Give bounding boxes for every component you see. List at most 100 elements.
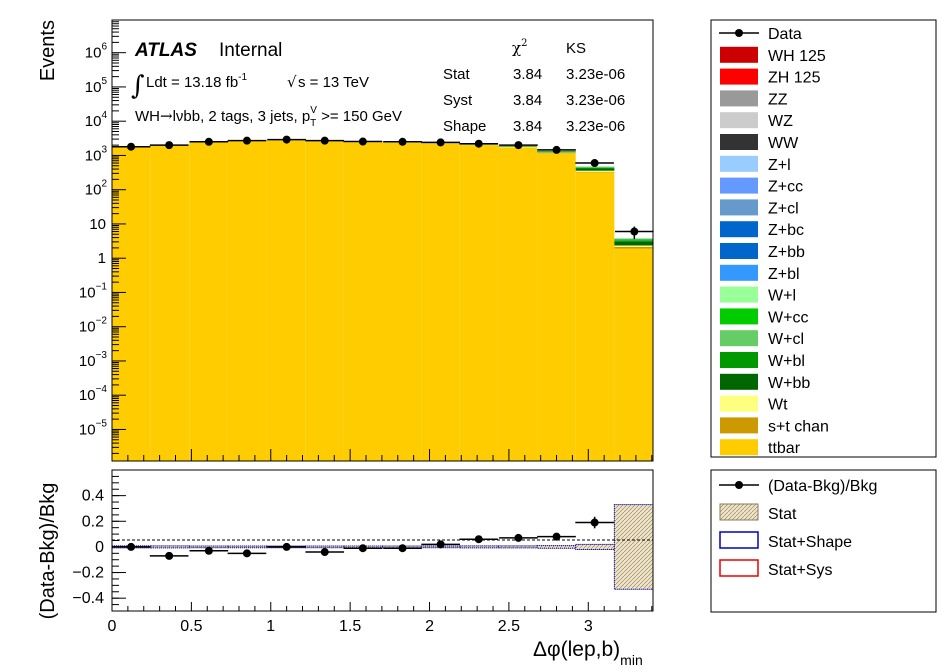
region-label: WH→lνbb, 2 tags, 3 jets, pTV >= 150 GeV [135, 105, 402, 129]
ratio-y-ticks: 0.4 0.2 0 −0.2 −0.4 [72, 475, 126, 607]
stats-table: χ2 KS Stat 3.84 3.23e-06 Syst 3.84 3.23e… [443, 38, 625, 135]
data-point-11 [552, 145, 561, 154]
stack-bar-ttbar-bin-9 [459, 145, 499, 461]
stack-bar-w-bb-bin-13 [614, 241, 653, 246]
ratio-point-8 [436, 540, 445, 549]
main-ytick-label-7: 10−1 [79, 281, 108, 301]
stack-bar-ttbar-bin-2 [189, 142, 228, 461]
legend-label-z-cc: Z+cc [768, 179, 803, 196]
legend-swatch-z-cl [720, 199, 758, 216]
ratio-statshape-band-bin-1 [150, 545, 190, 549]
stack-bar-w-bl-bin-13 [614, 240, 653, 242]
stack-bar-ttbar-bin-3 [227, 141, 267, 461]
stack-bar-ttbar-bin-11 [537, 153, 576, 461]
main-ytick-label-8: 10−2 [79, 316, 108, 336]
ratio-legend: (Data-Bkg)/Bkg Stat Stat+Shape Stat+Sys [710, 469, 937, 613]
ratio-legend-statsys-swatch [719, 559, 759, 577]
stacked-histogram [112, 139, 653, 461]
main-y-axis-label: Events [37, 20, 59, 81]
main-ytick-label-4: 102 [85, 179, 108, 199]
ratio-legend-statsys-label: Stat+Sys [768, 562, 832, 579]
ratio-legend-statshape-swatch [719, 531, 759, 549]
legend-data-marker [735, 29, 743, 37]
ratio-legend-statshape-label: Stat+Shape [768, 534, 852, 551]
legend-label-w-bb: W+bb [768, 375, 810, 392]
legend-label-w-bl: W+bl [768, 353, 805, 370]
legend-swatch-z-cc [720, 177, 758, 194]
ratio-statshape-band-bin-10 [497, 545, 538, 549]
data-point-8 [436, 138, 445, 147]
ratio-point-9 [474, 535, 483, 544]
stack-bar-wt-bin-13 [614, 245, 653, 247]
ratio-legend-stat-label: Stat [768, 506, 797, 523]
data-point-13 [630, 227, 639, 236]
legend-label-ww: WW [768, 135, 799, 152]
legend-swatch-ttbar [720, 439, 758, 456]
ratio-point-4 [282, 542, 291, 551]
ratio-legend-stat-swatch [719, 503, 759, 521]
stack-bar-ttbar-bin-0 [112, 147, 151, 461]
ratio-stat-band-bin-13 [614, 504, 653, 590]
stats-row-stat-ks: 3.23e-06 [566, 66, 625, 83]
ratio-xtick-label-3: 1.5 [339, 618, 361, 635]
legend-swatch-w-l [720, 286, 758, 303]
legend-label-z-cl: Z+cl [768, 200, 799, 217]
stats-row-shape-ks: 3.23e-06 [566, 118, 625, 135]
legend-label-w-cl: W+cl [768, 331, 804, 348]
legend-swatch-w-bl [720, 352, 758, 368]
stack-bar-s-t-chan-bin-12 [575, 171, 615, 173]
stack-bar-ttbar-bin-7 [382, 142, 422, 461]
data-point-6 [358, 137, 367, 146]
ratio-legend-data-label: (Data-Bkg)/Bkg [768, 478, 877, 495]
legend-label-s-t-chan: s+t chan [768, 418, 829, 435]
main-ytick-label-6: 1 [98, 250, 106, 267]
ratio-statshape-band-bin-9 [459, 545, 499, 549]
legend-label-z-bl: Z+bl [768, 266, 800, 283]
legend-swatch-wt [720, 395, 758, 412]
ratio-point-12 [590, 518, 599, 527]
stack-bar-ttbar-bin-6 [343, 142, 383, 461]
main-ytick-label-11: 10−5 [79, 418, 108, 438]
legend-swatch-z-l [720, 155, 758, 172]
legend-swatch-wh-125 [720, 46, 758, 63]
stats-row-syst-chi2: 3.84 [513, 92, 542, 109]
legend-swatch-w-cl [720, 330, 758, 347]
data-point-9 [474, 139, 483, 148]
legend-swatch-zh-125 [720, 68, 758, 85]
stack-bar-ttbar-bin-12 [575, 172, 615, 461]
sqrt-sign: √ [287, 73, 297, 91]
main-legend: Data WH 125 ZH 125 ZZ WZ WW Z+l Z+cc Z+cl Z+bc Z+b… [710, 19, 937, 458]
legend-label-zh-125: ZH 125 [768, 70, 821, 87]
legend-label-w-cc: W+cc [768, 309, 808, 326]
main-ytick-label-0: 106 [85, 42, 108, 62]
stats-header-ks: KS [566, 40, 586, 57]
data-point-12 [590, 159, 599, 168]
stack-bar-s-t-chan-bin-13 [614, 246, 653, 249]
ratio-point-0 [127, 542, 136, 551]
legend-label-wz: WZ [768, 113, 793, 130]
ratio-x-axis-label: Δφ(lep,b)min [533, 638, 643, 668]
stack-bar-wt-bin-12 [575, 170, 615, 172]
ratio-point-7 [398, 544, 407, 553]
ratio-stat-band-bin-12 [575, 544, 615, 550]
ratio-ytick-label-1: 0.2 [82, 513, 104, 530]
stats-row-shape-chi2: 3.84 [513, 118, 542, 135]
ratio-statshape-band-bin-12 [575, 543, 615, 550]
data-point-7 [398, 137, 407, 146]
main-x-ticks [111, 449, 653, 461]
ratio-point-2 [204, 546, 213, 555]
legend-label-wh-125: WH 125 [768, 48, 826, 65]
legend-swatch-z-bb [720, 243, 758, 259]
data-point-0 [127, 142, 136, 151]
legend-swatch-w-bb [720, 373, 758, 390]
ratio-point-11 [552, 532, 561, 541]
legend-label-z-l: Z+l [768, 157, 791, 174]
data-points [111, 135, 654, 240]
main-ytick-label-3: 103 [85, 144, 108, 164]
ratio-point-3 [242, 549, 251, 558]
legend-swatch-wz [720, 112, 758, 129]
main-ytick-label-10: 10−4 [79, 384, 108, 404]
ratio-y-axis-label: (Data-Bkg)/Bkg [37, 483, 59, 620]
legend-swatch-z-bl [720, 264, 758, 281]
ratio-panel: 0.4 0.2 0 −0.2 −0.4 0 0.5 1 1.5 2 2.5 3 (Data-Bkg)… [37, 469, 654, 668]
